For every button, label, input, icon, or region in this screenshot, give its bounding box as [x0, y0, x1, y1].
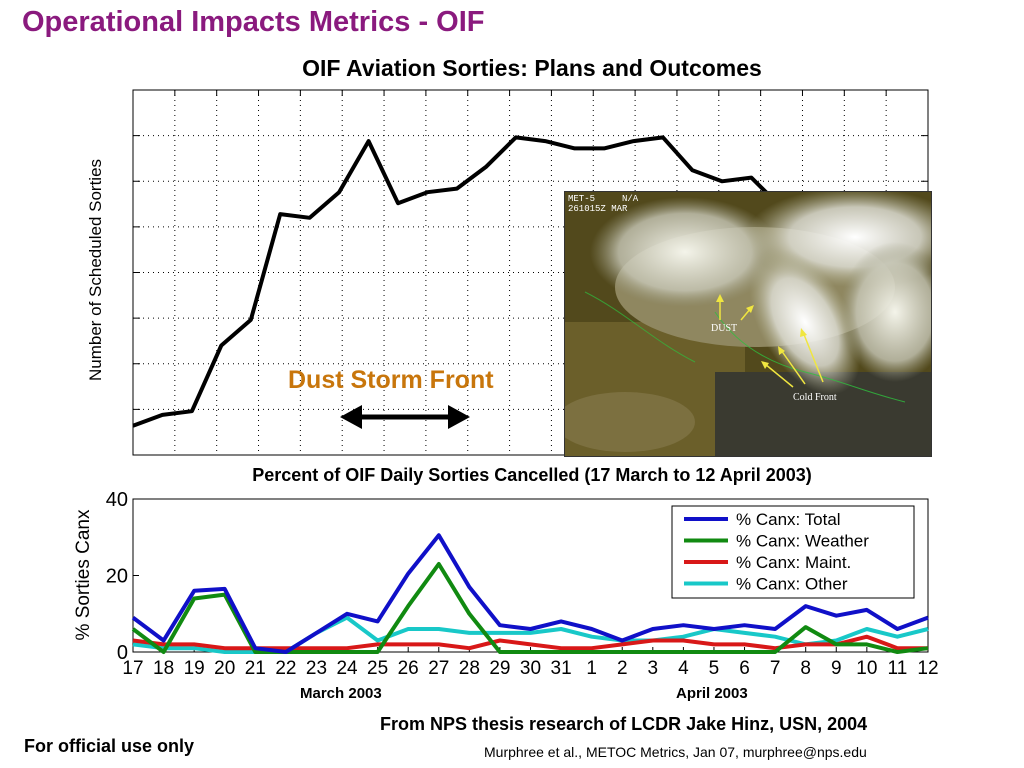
bottom-xtick-label: 6: [739, 658, 750, 679]
satellite-header-line2: 261015Z MAR: [568, 204, 628, 214]
bottom-chart-series: [131, 533, 929, 654]
bottom-ytick-label: 40: [106, 489, 128, 511]
dust-arrow: [340, 405, 470, 429]
top-chart-title: OIF Aviation Sorties: Plans and Outcomes: [302, 55, 762, 81]
page-title: Operational Impacts Metrics - OIF: [22, 6, 485, 38]
bottom-xtick-label: 17: [122, 658, 143, 679]
bottom-xtick-label: 5: [709, 658, 720, 679]
bottom-xtick-label: 1: [586, 658, 597, 679]
satellite-header: MET-5 N/A 261015Z MAR: [568, 194, 638, 214]
bottom-ytick-label: 0: [117, 642, 128, 664]
legend-label: % Canx: Other: [736, 575, 848, 594]
satellite-image: MET-5 N/A 261015Z MAR DUST Cold Front: [564, 191, 932, 457]
bottom-xtick-label: 29: [489, 658, 510, 679]
dust-storm-label: Dust Storm Front: [288, 366, 494, 394]
bottom-xtick-label: 11: [888, 658, 908, 679]
bottom-xtick-label: 27: [428, 658, 449, 679]
bottom-xtick-label: 30: [520, 658, 541, 679]
bottom-xtick-label: 19: [184, 658, 205, 679]
bottom-xtick-label: 23: [306, 658, 327, 679]
bottom-chart-xticks: 17 18 19 20 21 22 23 24 25 26 27 28 29 30 31 1 2 3 4 5 6 7 8 9 1…: [122, 647, 939, 679]
bottom-chart-title: Percent of OIF Daily Sorties Cancelled (…: [252, 465, 812, 485]
satellite-dust-label: DUST: [711, 323, 738, 334]
bottom-xtick-label: 12: [917, 658, 938, 679]
bottom-xtick-label: 22: [275, 658, 296, 679]
series-line-0: [131, 533, 929, 654]
bottom-chart-yticks: 0 20 40: [106, 489, 139, 664]
legend-label: % Canx: Weather: [736, 532, 869, 551]
bottom-xtick-label: 9: [831, 658, 842, 679]
april-label: April 2003: [676, 685, 748, 702]
satellite-cold-front-label: Cold Front: [793, 392, 837, 403]
bottom-xtick-label: 26: [398, 658, 419, 679]
bottom-xtick-label: 3: [648, 658, 659, 679]
credit-sub: Murphree et al., METOC Metrics, Jan 07, …: [484, 744, 867, 760]
bottom-ytick-label: 20: [106, 566, 128, 588]
bottom-xtick-label: 2: [617, 658, 628, 679]
satellite-header-line1: MET-5 N/A: [568, 194, 639, 204]
series-line-1: [131, 562, 929, 654]
credit-main: From NPS thesis research of LCDR Jake Hi…: [380, 714, 868, 734]
legend-label: % Canx: Total: [736, 510, 841, 529]
top-chart-grid: [133, 90, 928, 455]
bottom-xtick-label: 4: [678, 658, 689, 679]
bottom-xtick-label: 7: [770, 658, 781, 679]
bottom-xtick-label: 10: [856, 658, 877, 679]
official-use-note: For official use only: [24, 736, 195, 756]
legend-label: % Canx: Maint.: [736, 553, 851, 572]
bottom-xtick-label: 31: [551, 658, 572, 679]
bottom-xtick-label: 18: [153, 658, 174, 679]
bottom-xtick-label: 28: [459, 658, 480, 679]
march-label: March 2003: [300, 685, 382, 702]
bottom-xtick-label: 8: [800, 658, 811, 679]
bottom-xtick-label: 25: [367, 658, 388, 679]
bottom-xtick-label: 20: [214, 658, 235, 679]
bottom-xtick-label: 24: [336, 658, 358, 679]
satellite-image-graphic: [565, 192, 931, 456]
bottom-xtick-label: 21: [245, 658, 266, 679]
chart-legend: % Canx: Total % Canx: Weather % Canx: Main…: [671, 505, 915, 599]
